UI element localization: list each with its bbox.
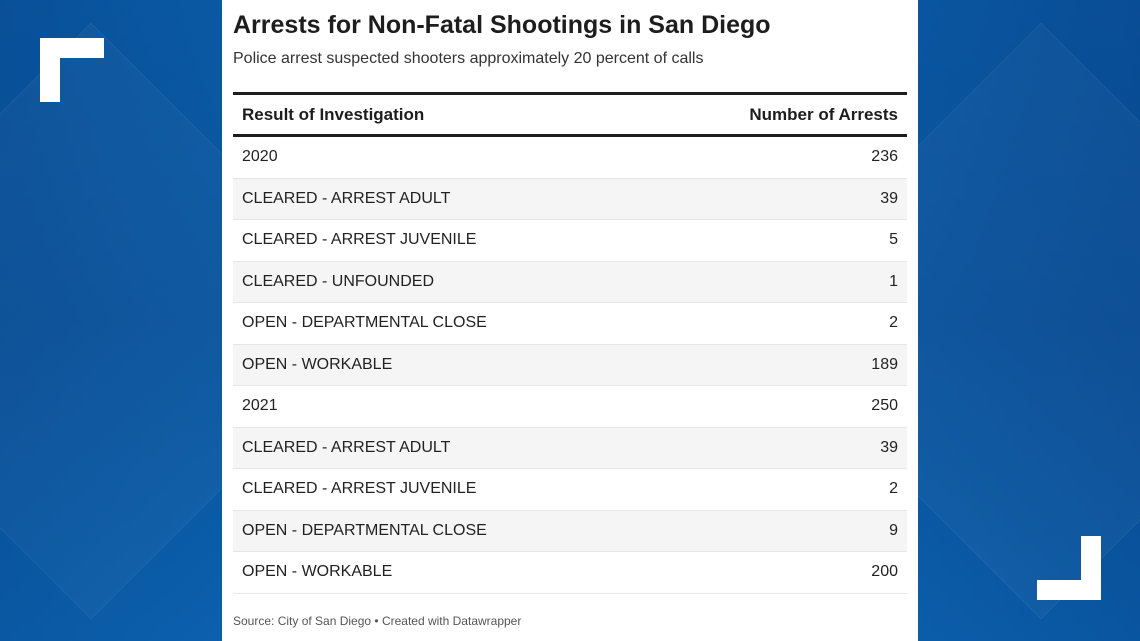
data-table: Result of Investigation Number of Arrest…: [233, 92, 907, 594]
chart-title: Arrests for Non-Fatal Shootings in San D…: [233, 11, 771, 39]
table-row: CLEARED - ARREST JUVENILE 2: [233, 469, 907, 511]
row-label: CLEARED - ARREST ADULT: [242, 438, 451, 456]
table-row: OPEN - WORKABLE 200: [233, 552, 907, 594]
table-row: CLEARED - UNFOUNDED 1: [233, 261, 907, 303]
table-body: 2020 236 CLEARED - ARREST ADULT 39 CLEARED -…: [233, 137, 907, 594]
corner-bracket-bottom-right-icon: [1037, 536, 1101, 600]
table-row: CLEARED - ARREST ADULT 39: [233, 178, 907, 220]
row-value: 250: [871, 397, 898, 415]
table-row: OPEN - DEPARTMENTAL CLOSE 2: [233, 303, 907, 345]
table-row: CLEARED - ARREST ADULT 39: [233, 427, 907, 469]
row-label: OPEN - WORKABLE: [242, 563, 393, 581]
row-value: 39: [880, 189, 898, 207]
row-label: OPEN - WORKABLE: [242, 355, 393, 373]
row-label: OPEN - DEPARTMENTAL CLOSE: [242, 521, 487, 539]
table-header: Result of Investigation Number of Arrest…: [233, 92, 907, 137]
chart-card: Arrests for Non-Fatal Shootings in San D…: [222, 0, 918, 641]
row-value: 1: [889, 272, 898, 290]
table-row: 2020 236: [233, 137, 907, 179]
chart-subtitle: Police arrest suspected shooters approxi…: [233, 50, 704, 67]
row-label: CLEARED - ARREST JUVENILE: [242, 480, 477, 498]
table-row: OPEN - WORKABLE 189: [233, 344, 907, 386]
table-row: 2021 250: [233, 386, 907, 428]
row-value: 9: [889, 521, 898, 539]
row-label: 2020: [242, 148, 278, 166]
row-label: CLEARED - UNFOUNDED: [242, 272, 435, 290]
row-value: 5: [889, 231, 898, 249]
column-header-result: Result of Investigation: [242, 104, 425, 124]
row-value: 2: [889, 314, 898, 332]
row-label: OPEN - DEPARTMENTAL CLOSE: [242, 314, 487, 332]
table-row: CLEARED - ARREST JUVENILE 5: [233, 220, 907, 262]
row-value: 39: [880, 438, 898, 456]
row-value: 2: [889, 480, 898, 498]
row-value: 189: [871, 355, 898, 373]
source-note: Source: City of San Diego • Created with…: [233, 614, 522, 628]
row-value: 200: [871, 563, 898, 581]
column-header-arrests: Number of Arrests: [749, 104, 898, 124]
row-value: 236: [871, 148, 898, 166]
row-label: CLEARED - ARREST JUVENILE: [242, 231, 477, 249]
row-label: CLEARED - ARREST ADULT: [242, 189, 451, 207]
table-row: OPEN - DEPARTMENTAL CLOSE 9: [233, 510, 907, 552]
corner-bracket-top-left-icon: [40, 38, 104, 102]
row-label: 2021: [242, 397, 278, 415]
